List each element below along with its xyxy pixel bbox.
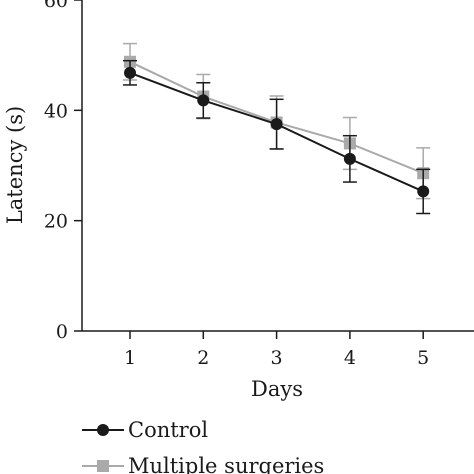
x-tick-label: 1 (124, 347, 136, 369)
legend: Control Multiple surgeries (82, 418, 324, 474)
y-ticks: 0 20 40 60 (44, 0, 82, 343)
data-point (417, 185, 430, 198)
series-control (123, 59, 431, 215)
x-tick-label: 3 (271, 347, 283, 369)
y-tick-label: 0 (56, 321, 68, 343)
y-tick-label: 40 (44, 100, 68, 122)
data-point (124, 66, 136, 79)
legend-item: Multiple surgeries (82, 454, 324, 474)
x-ticks: 1 2 3 4 5 (124, 331, 429, 369)
axes (81, 0, 474, 332)
data-point (343, 152, 356, 165)
y-axis-title: Latency (s) (3, 106, 27, 224)
x-axis-title: Days (251, 377, 303, 401)
legend-label: Multiple surgeries (128, 454, 324, 474)
legend-marker (97, 424, 109, 436)
series-layer (123, 42, 431, 215)
x-tick-label: 2 (197, 347, 209, 369)
data-point (197, 94, 210, 107)
y-tick-label: 20 (44, 211, 68, 233)
x-tick-label: 5 (417, 347, 429, 369)
x-tick-label: 4 (344, 347, 356, 369)
legend-item: Control (82, 418, 208, 442)
data-point (270, 118, 283, 131)
y-tick-label: 60 (44, 0, 68, 12)
legend-marker (97, 460, 109, 472)
legend-label: Control (128, 418, 208, 442)
